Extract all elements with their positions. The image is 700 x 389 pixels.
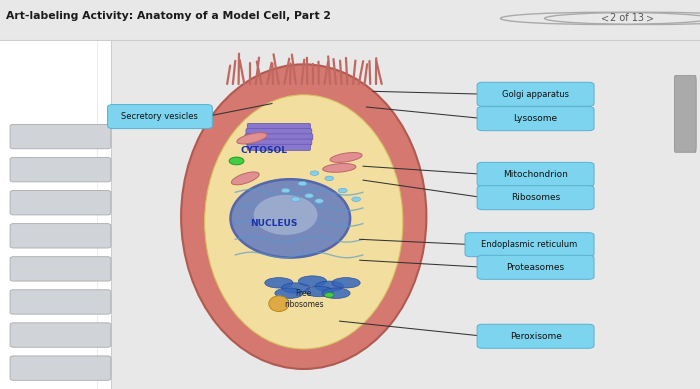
FancyBboxPatch shape — [247, 123, 311, 130]
FancyBboxPatch shape — [477, 324, 594, 348]
Text: <: < — [601, 13, 610, 23]
FancyBboxPatch shape — [477, 255, 594, 279]
Text: 2 of 13: 2 of 13 — [610, 13, 643, 23]
Ellipse shape — [315, 281, 344, 291]
Ellipse shape — [204, 95, 403, 349]
Text: >: > — [645, 13, 654, 23]
Ellipse shape — [322, 288, 350, 298]
Text: Art-labeling Activity: Anatomy of a Model Cell, Part 2: Art-labeling Activity: Anatomy of a Mode… — [6, 11, 330, 21]
Text: CYTOSOL: CYTOSOL — [241, 146, 288, 155]
FancyBboxPatch shape — [10, 323, 111, 347]
Ellipse shape — [281, 283, 310, 293]
Ellipse shape — [269, 296, 289, 312]
Ellipse shape — [305, 286, 333, 297]
FancyBboxPatch shape — [465, 233, 594, 257]
Ellipse shape — [310, 171, 319, 175]
FancyBboxPatch shape — [246, 139, 312, 145]
Text: Secretory vesicles: Secretory vesicles — [122, 112, 198, 121]
Ellipse shape — [298, 181, 307, 186]
Ellipse shape — [325, 176, 334, 180]
FancyBboxPatch shape — [477, 107, 594, 131]
FancyBboxPatch shape — [108, 105, 212, 129]
Ellipse shape — [253, 195, 318, 235]
Text: Mitochondrion: Mitochondrion — [503, 170, 568, 179]
FancyBboxPatch shape — [477, 162, 594, 186]
FancyBboxPatch shape — [10, 191, 111, 215]
Ellipse shape — [230, 179, 350, 258]
Text: Endoplasmic reticulum: Endoplasmic reticulum — [482, 240, 578, 249]
FancyBboxPatch shape — [247, 144, 311, 151]
Ellipse shape — [332, 278, 361, 288]
Ellipse shape — [298, 276, 327, 286]
Ellipse shape — [281, 188, 290, 193]
Ellipse shape — [181, 64, 426, 369]
Ellipse shape — [315, 199, 323, 203]
Ellipse shape — [229, 157, 244, 165]
Ellipse shape — [291, 197, 300, 202]
FancyBboxPatch shape — [246, 129, 312, 135]
Ellipse shape — [304, 193, 314, 198]
Text: Proteasomes: Proteasomes — [507, 263, 565, 272]
FancyBboxPatch shape — [10, 290, 111, 314]
FancyBboxPatch shape — [477, 82, 594, 106]
FancyBboxPatch shape — [10, 124, 111, 149]
Text: Golgi apparatus: Golgi apparatus — [502, 90, 569, 99]
Text: Peroxisome: Peroxisome — [510, 332, 561, 341]
Text: NUCLEUS: NUCLEUS — [251, 219, 298, 228]
FancyBboxPatch shape — [10, 356, 111, 380]
FancyBboxPatch shape — [10, 158, 111, 182]
Text: Free
ribosomes: Free ribosomes — [284, 289, 323, 309]
Text: Lysosome: Lysosome — [514, 114, 558, 123]
Ellipse shape — [275, 288, 303, 298]
Ellipse shape — [330, 152, 362, 162]
Ellipse shape — [323, 163, 356, 172]
Ellipse shape — [265, 278, 293, 288]
Ellipse shape — [352, 197, 361, 202]
Ellipse shape — [237, 133, 267, 144]
Ellipse shape — [325, 293, 334, 298]
FancyBboxPatch shape — [10, 257, 111, 281]
Ellipse shape — [338, 188, 347, 193]
FancyBboxPatch shape — [477, 186, 594, 210]
FancyBboxPatch shape — [10, 224, 111, 248]
Text: Ribosomes: Ribosomes — [511, 193, 560, 202]
FancyBboxPatch shape — [245, 134, 313, 140]
FancyBboxPatch shape — [0, 41, 111, 389]
FancyBboxPatch shape — [674, 76, 696, 152]
Ellipse shape — [232, 172, 259, 185]
